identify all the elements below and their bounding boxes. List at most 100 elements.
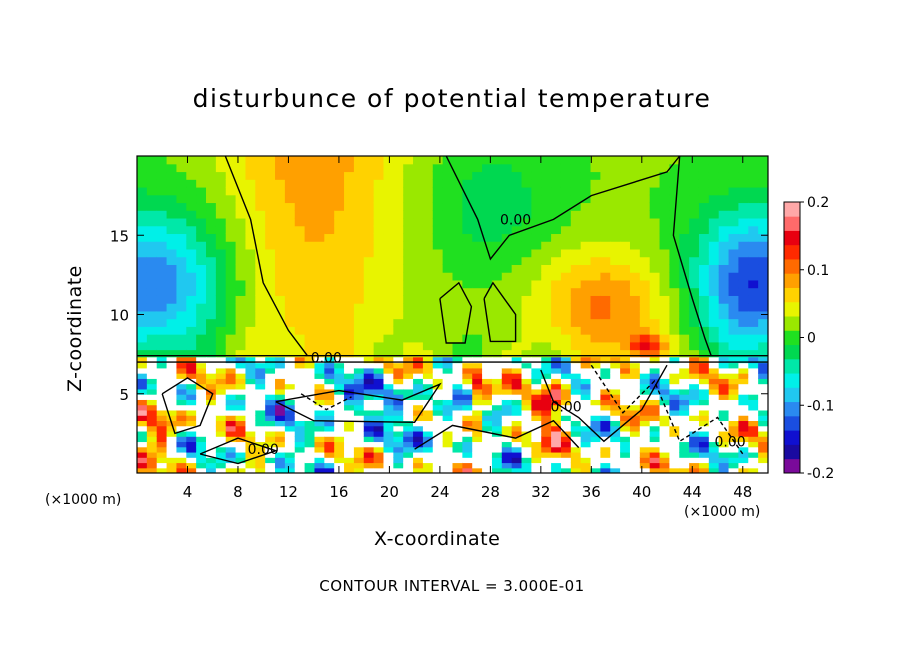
- field-cell: [215, 436, 227, 443]
- field-cell: [639, 279, 651, 289]
- field-cell: [284, 451, 296, 458]
- field-cell: [176, 457, 187, 464]
- field-cell: [708, 436, 720, 443]
- field-cell: [265, 303, 276, 312]
- field-cell: [235, 415, 247, 422]
- field-cell: [491, 399, 503, 406]
- field-cell: [225, 378, 237, 385]
- field-cell: [698, 225, 710, 235]
- field-cell: [728, 383, 740, 390]
- field-cell: [137, 186, 148, 196]
- field-cell: [403, 378, 414, 385]
- field-cell: [748, 334, 759, 343]
- field-cell: [314, 394, 325, 400]
- field-cell: [718, 367, 730, 374]
- field-cell: [698, 326, 710, 335]
- field-cell: [462, 446, 473, 453]
- field-cell: [639, 436, 651, 443]
- field-cell: [413, 225, 424, 235]
- field-cell: [649, 367, 661, 374]
- field-cell: [363, 186, 375, 196]
- field-cell: [363, 264, 375, 273]
- field-cell: [521, 415, 532, 422]
- field-cell: [383, 457, 394, 464]
- field-cell: [728, 217, 740, 227]
- field-cell: [472, 446, 483, 453]
- field-cell: [590, 334, 601, 343]
- field-cell: [225, 467, 237, 473]
- field-cell: [600, 272, 611, 281]
- field-cell: [344, 451, 355, 458]
- field-cell: [255, 310, 266, 320]
- field-cell: [580, 264, 592, 273]
- field-cell: [501, 462, 513, 469]
- field-cell: [166, 399, 178, 406]
- field-cell: [570, 341, 582, 351]
- field-cell: [679, 425, 690, 432]
- field-cell: [669, 225, 680, 235]
- field-cell: [462, 186, 473, 196]
- field-cell: [491, 415, 503, 422]
- field-cell: [551, 194, 562, 204]
- field-cell: [738, 186, 749, 196]
- field-cell: [432, 279, 444, 289]
- field-cell: [156, 441, 168, 448]
- field-cell: [689, 467, 700, 473]
- field-cell: [442, 457, 454, 464]
- field-cell: [551, 357, 562, 364]
- field-cell: [304, 451, 316, 458]
- field-cell: [255, 441, 266, 448]
- field-cell: [501, 394, 513, 400]
- field-cell: [314, 334, 325, 343]
- field-cell: [531, 420, 542, 427]
- field-cell: [728, 210, 740, 219]
- field-cell: [531, 202, 542, 211]
- field-cell: [669, 295, 680, 304]
- field-cell: [738, 383, 749, 390]
- field-cell: [235, 451, 247, 458]
- field-cell: [146, 430, 158, 437]
- field-cell: [748, 210, 759, 219]
- field-cell: [314, 357, 325, 364]
- field-cell: [551, 446, 562, 453]
- field-cell: [176, 467, 187, 473]
- field-cell: [383, 404, 394, 411]
- field-cell: [245, 303, 256, 312]
- field-cell: [620, 241, 631, 250]
- field-cell: [491, 388, 503, 395]
- colorbar-swatch: [784, 287, 800, 303]
- field-cell: [649, 341, 661, 351]
- field-cell: [304, 457, 316, 464]
- field-cell: [137, 287, 148, 296]
- field-cell: [146, 441, 158, 448]
- field-cell: [196, 233, 207, 242]
- field-cell: [393, 256, 404, 265]
- field-cell: [403, 264, 414, 273]
- field-cell: [137, 341, 148, 351]
- field-cell: [501, 295, 513, 304]
- field-cell: [590, 373, 601, 379]
- field-cell: [275, 367, 286, 374]
- field-cell: [659, 295, 671, 304]
- field-cell: [679, 409, 690, 416]
- field-cell: [403, 367, 414, 374]
- field-cell: [629, 362, 641, 369]
- field-cell: [669, 248, 680, 258]
- field-cell: [689, 334, 700, 343]
- field-cell: [196, 264, 207, 273]
- field-cell: [620, 156, 631, 165]
- field-cell: [698, 279, 710, 289]
- field-cell: [452, 241, 463, 250]
- field-cell: [629, 425, 641, 432]
- field-cell: [718, 310, 730, 320]
- field-cell: [294, 388, 306, 395]
- field-cell: [403, 446, 414, 453]
- field-cell: [551, 388, 562, 395]
- field-cell: [176, 326, 187, 335]
- field-cell: [610, 467, 621, 473]
- field-cell: [639, 179, 651, 188]
- field-cell: [137, 451, 148, 458]
- field-cell: [708, 279, 720, 289]
- field-cell: [353, 451, 365, 458]
- field-cell: [284, 303, 296, 312]
